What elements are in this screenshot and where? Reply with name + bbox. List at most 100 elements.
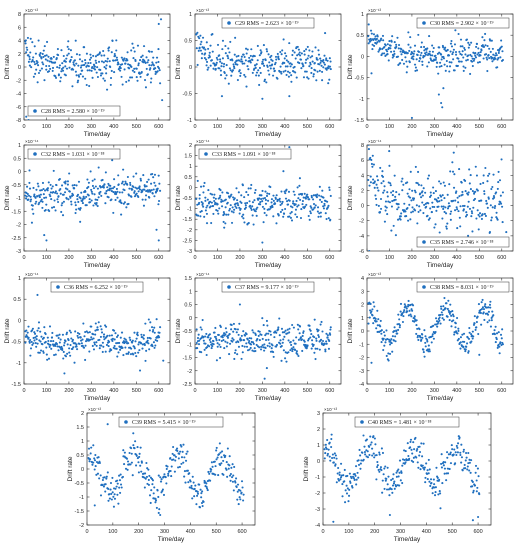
data-point xyxy=(159,513,162,517)
x-tick-label: 300 xyxy=(396,529,405,535)
data-point xyxy=(486,206,489,209)
data-point xyxy=(274,197,277,200)
data-point xyxy=(318,348,321,351)
data-point xyxy=(289,212,292,215)
data-point xyxy=(378,211,382,214)
data-point xyxy=(424,53,427,56)
data-point xyxy=(30,66,33,69)
data-point xyxy=(85,83,88,87)
data-point xyxy=(157,22,160,25)
data-point xyxy=(120,486,123,489)
data-point xyxy=(258,197,261,200)
data-point xyxy=(456,316,459,320)
data-point xyxy=(418,60,421,63)
data-point xyxy=(196,31,199,34)
data-point xyxy=(305,70,308,73)
data-point xyxy=(312,343,315,346)
data-point xyxy=(116,58,119,62)
data-point xyxy=(131,474,134,477)
x-tick-label: 200 xyxy=(235,124,244,130)
data-point xyxy=(241,62,244,65)
data-point xyxy=(467,451,470,455)
data-point xyxy=(312,73,315,76)
data-point xyxy=(448,65,452,68)
data-point xyxy=(480,49,483,52)
data-point xyxy=(243,345,246,348)
data-point xyxy=(62,66,65,69)
data-point xyxy=(380,332,383,335)
data-point xyxy=(27,198,30,201)
data-point xyxy=(338,473,341,476)
data-point xyxy=(225,64,228,67)
data-point xyxy=(303,53,306,56)
data-point xyxy=(394,198,397,201)
data-point xyxy=(224,454,227,457)
data-point xyxy=(105,192,108,195)
data-point xyxy=(491,47,494,50)
data-point xyxy=(207,66,210,69)
legend-label: C29 RMS = 2.623 × 10⁻¹⁹ xyxy=(235,21,299,27)
data-point xyxy=(234,349,237,352)
data-point xyxy=(204,196,207,199)
data-point xyxy=(436,200,439,203)
data-point xyxy=(159,480,163,483)
data-point xyxy=(467,337,471,340)
data-point xyxy=(433,205,436,209)
data-point xyxy=(495,338,498,341)
data-point xyxy=(428,350,431,353)
y-tick-label: -4 xyxy=(16,92,21,98)
data-point xyxy=(442,46,445,49)
data-point xyxy=(214,335,217,338)
data-point xyxy=(501,221,504,224)
data-point xyxy=(367,148,370,151)
data-point xyxy=(264,198,267,201)
data-point xyxy=(243,62,246,65)
data-point xyxy=(239,72,242,75)
data-point xyxy=(88,84,91,88)
data-point xyxy=(126,175,129,179)
data-point xyxy=(358,448,361,452)
data-point xyxy=(459,45,462,48)
data-point xyxy=(481,298,484,301)
data-point xyxy=(501,58,504,62)
data-point xyxy=(97,456,100,459)
data-point xyxy=(297,354,300,358)
y-tick-label: 2 xyxy=(18,52,21,58)
data-point xyxy=(153,173,157,176)
data-point xyxy=(477,303,480,306)
data-point xyxy=(204,209,207,212)
data-point xyxy=(409,170,412,173)
data-point xyxy=(419,57,422,60)
data-point xyxy=(80,191,83,194)
data-point xyxy=(312,75,315,78)
y-tick-label: -0.5 xyxy=(12,183,21,189)
data-point xyxy=(441,194,444,197)
data-point xyxy=(49,191,52,194)
data-point xyxy=(270,201,273,204)
data-point xyxy=(57,195,60,198)
data-point xyxy=(410,116,413,119)
data-point xyxy=(301,63,304,66)
x-tick-label: 0 xyxy=(365,388,368,394)
data-point xyxy=(278,317,281,320)
data-point xyxy=(467,234,470,237)
data-point xyxy=(26,192,29,196)
data-point xyxy=(385,329,388,332)
data-point xyxy=(475,321,478,324)
data-point xyxy=(139,446,142,449)
data-point xyxy=(103,66,106,69)
data-point xyxy=(235,55,238,58)
data-point xyxy=(354,474,357,477)
data-point xyxy=(379,325,382,328)
data-point xyxy=(468,469,471,472)
plot-frame xyxy=(86,412,256,526)
legend-box xyxy=(416,17,510,29)
data-point xyxy=(422,348,425,351)
data-point xyxy=(102,186,105,189)
data-point xyxy=(460,443,463,446)
y-axis-label: Drift rate xyxy=(4,318,11,343)
data-point xyxy=(276,77,279,80)
data-point xyxy=(499,56,502,59)
data-point xyxy=(404,450,407,453)
data-point xyxy=(27,336,30,339)
